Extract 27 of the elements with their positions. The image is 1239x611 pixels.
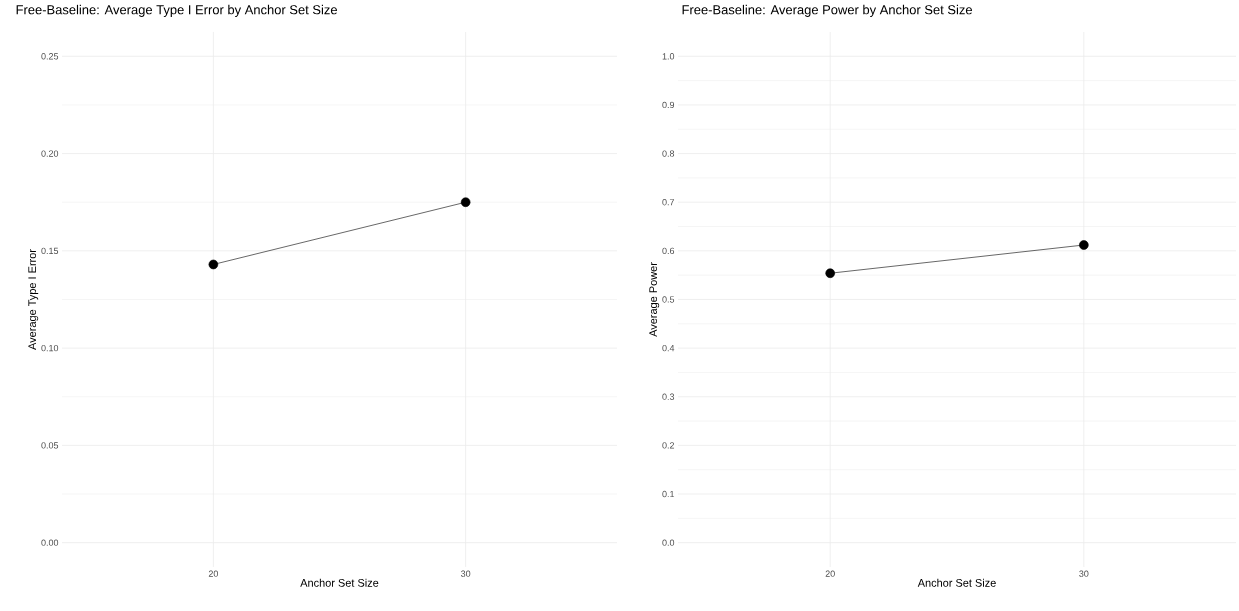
y-axis-title: Average Type I Error [28, 249, 39, 350]
y-tick-label: 0.7 [662, 199, 675, 206]
y-tick-label: 0.00 [41, 539, 59, 546]
y-tick-label: 0.4 [662, 344, 675, 352]
y-tick-label: 0.8 [662, 150, 675, 157]
x-axis-title: Anchor Set Size [300, 578, 379, 587]
y-tick-label: 0.25 [41, 53, 59, 60]
y-tick-label: 0.2 [662, 442, 675, 449]
y-tick-label: 0.20 [41, 150, 59, 157]
chart-title: Free-Baseline: Average Type I Error by Anchor Set Size [16, 4, 337, 17]
y-tick-label: 0.9 [662, 101, 675, 109]
x-tick-label: 30 [1079, 570, 1089, 577]
y-tick-label: 0.05 [41, 442, 59, 449]
y-tick-label: 0.5 [662, 296, 675, 303]
y-tick-label: 0.3 [662, 393, 675, 400]
y-tick-label: 0.6 [662, 247, 675, 255]
y-axis-title: Average Power [649, 262, 660, 337]
y-tick-label: 0.0 [662, 539, 675, 546]
y-tick-label: 0.1 [662, 490, 675, 498]
x-tick-label: 20 [208, 570, 219, 577]
x-tick-label: 30 [461, 570, 471, 577]
y-tick-label: 0.15 [41, 247, 59, 255]
chart-title: Free-Baseline: Average Power by Anchor Set Size [682, 4, 972, 17]
y-tick-label: 1.0 [662, 53, 675, 60]
x-tick-label: 20 [825, 570, 835, 577]
y-tick-label: 0.10 [41, 344, 59, 352]
x-axis-title: Anchor Set Size [917, 578, 996, 587]
